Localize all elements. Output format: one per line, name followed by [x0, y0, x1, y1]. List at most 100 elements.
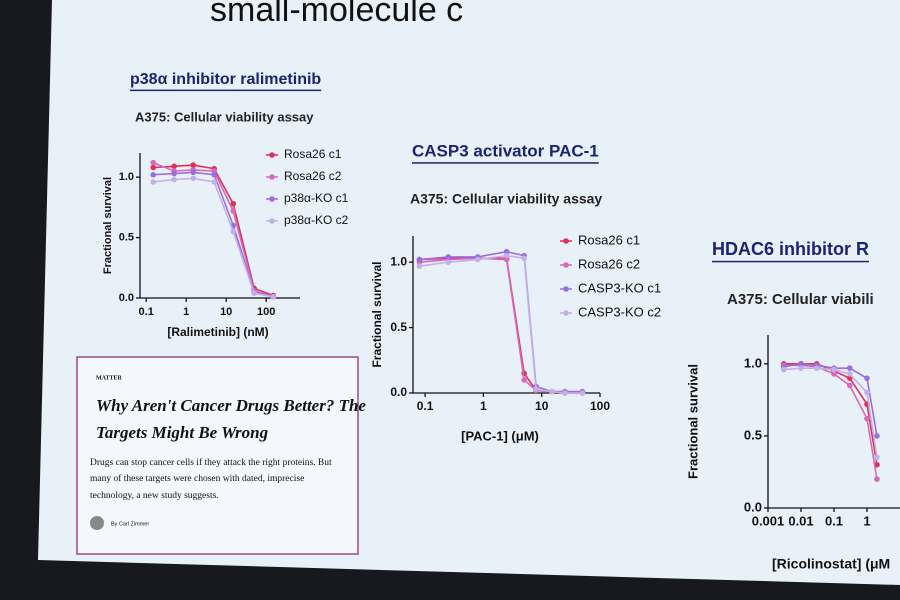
x-tick-label: 100 — [257, 306, 275, 318]
author-avatar — [90, 516, 104, 530]
data-point — [503, 248, 510, 255]
legend-dot — [269, 174, 275, 180]
x-tick-label: 0.1 — [825, 513, 843, 528]
data-point — [874, 433, 880, 439]
legend-label: p38α-KO c1 — [284, 191, 349, 205]
slide-title: small-molecule c — [210, 0, 463, 29]
x-axis-label: [Ricolinostat] (μM — [772, 556, 890, 572]
title-underline — [130, 89, 322, 92]
x-tick-label: 0.1 — [139, 306, 154, 318]
chart-subtitle: A375: Cellular viability assay — [410, 191, 602, 207]
y-tick-label: 0.0 — [744, 499, 762, 514]
article-body: Drugs can stop cancer cells if they atta… — [90, 457, 332, 468]
data-point — [864, 389, 870, 396]
data-point — [230, 228, 237, 235]
data-point — [521, 255, 527, 262]
y-tick-label: 1.0 — [744, 355, 762, 370]
data-point — [190, 175, 197, 182]
y-tick-label: 1.0 — [119, 171, 134, 183]
data-point — [846, 375, 853, 382]
data-point — [864, 415, 870, 422]
data-point — [150, 171, 157, 178]
y-tick-label: 0.5 — [390, 320, 407, 334]
data-point — [874, 476, 880, 482]
legend-label: Rosa26 c2 — [578, 256, 640, 271]
legend-dot — [269, 218, 275, 224]
x-axis-label: [Ralimetinib] (nM) — [167, 325, 268, 339]
data-point — [780, 366, 787, 373]
data-point — [171, 176, 177, 183]
data-point — [813, 365, 820, 371]
chart-subtitle: A375: Cellular viability assay — [135, 109, 314, 124]
legend-label: CASP3-KO c2 — [578, 304, 661, 319]
data-point — [150, 164, 157, 171]
legend-dot — [269, 196, 275, 202]
y-tick-label: 0.5 — [119, 231, 134, 243]
legend-label: Rosa26 c1 — [284, 147, 342, 161]
legend-label: Rosa26 c1 — [578, 232, 640, 247]
data-point — [846, 365, 853, 371]
data-point — [445, 254, 452, 260]
article-body: technology, a new study suggests. — [90, 491, 219, 501]
legend-label: p38α-KO c2 — [284, 213, 349, 227]
data-point — [150, 159, 157, 166]
data-point — [521, 377, 527, 383]
legend-dot — [563, 238, 569, 244]
x-tick-label: 100 — [590, 399, 610, 413]
article-headline: Why Aren't Cancer Drugs Better? The — [96, 396, 366, 415]
data-point — [798, 365, 804, 371]
data-point — [798, 361, 804, 367]
legend-label: CASP3-KO c1 — [578, 280, 661, 295]
article-section: MATTER — [96, 375, 123, 381]
data-point — [562, 390, 568, 396]
article-body: many of these targets were chosen with d… — [90, 473, 304, 484]
y-tick-label: 0.0 — [390, 385, 407, 399]
x-tick-label: 0.1 — [417, 399, 434, 413]
title-underline — [412, 162, 599, 164]
x-tick-label: 1 — [480, 399, 487, 413]
data-point — [171, 163, 177, 170]
y-tick-label: 1.0 — [390, 254, 407, 268]
data-point — [416, 256, 423, 263]
article-byline: By Carl Zimmer — [111, 521, 149, 527]
data-point — [846, 371, 853, 377]
legend-dot — [563, 310, 569, 316]
data-point — [846, 382, 853, 389]
data-point — [150, 179, 157, 185]
data-point — [503, 256, 510, 263]
charts: p38α inhibitor ralimetinib A375: Cellular… — [102, 71, 900, 572]
chart-title: CASP3 activator PAC-1 — [412, 141, 599, 160]
chart-title: HDAC6 inhibitor R — [712, 239, 869, 259]
article-headline: Targets Might Be Wrong — [96, 423, 269, 442]
legend-dot — [269, 152, 275, 158]
data-point — [549, 388, 555, 395]
x-tick-label: 0.001 — [752, 513, 785, 528]
y-axis-label: Fractional survival — [685, 364, 700, 479]
data-point — [533, 386, 539, 392]
data-point — [171, 170, 177, 177]
data-point — [230, 200, 237, 207]
data-point — [211, 171, 217, 178]
data-point — [831, 366, 837, 373]
data-point — [874, 454, 880, 461]
data-point — [864, 375, 870, 382]
x-tick-label: 10 — [220, 306, 232, 318]
data-point — [211, 179, 217, 185]
article-box — [76, 356, 359, 555]
x-tick-label: 1 — [863, 513, 870, 528]
data-point — [416, 263, 423, 269]
legend-label: Rosa26 c2 — [284, 169, 342, 183]
data-point — [190, 169, 197, 176]
data-point — [190, 162, 197, 168]
chart-title: p38α inhibitor ralimetinib — [130, 71, 321, 88]
y-tick-label: 0.0 — [119, 292, 134, 304]
data-point — [445, 259, 452, 265]
chart-subtitle: A375: Cellular viabili — [727, 291, 874, 308]
x-tick-label: 1 — [183, 306, 189, 318]
data-point — [503, 252, 510, 259]
data-point — [230, 208, 237, 214]
data-point — [579, 390, 586, 396]
data-point — [251, 290, 257, 296]
data-point — [831, 371, 837, 377]
